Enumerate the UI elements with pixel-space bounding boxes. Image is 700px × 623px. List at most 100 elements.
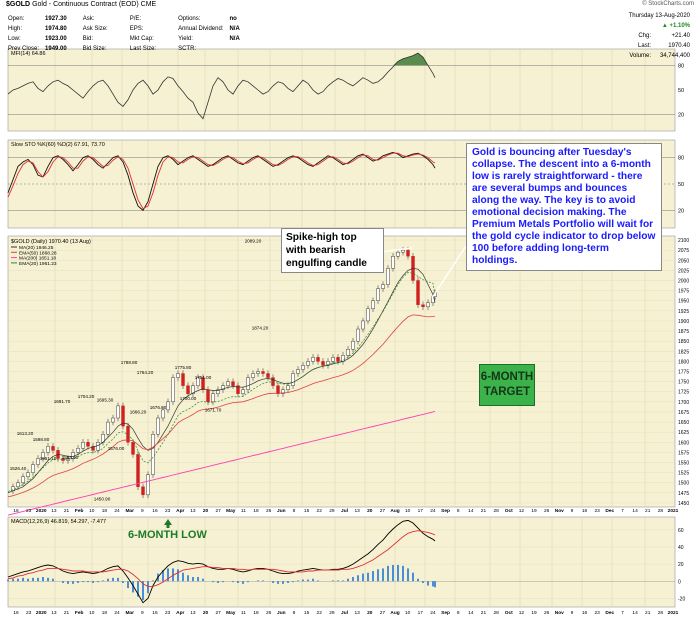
x-tick-label: 13 <box>51 610 57 616</box>
macd-histogram-bar <box>262 580 264 582</box>
candle-body <box>416 280 420 305</box>
macd-histogram-bar <box>242 581 244 584</box>
macd-histogram-bar <box>142 581 144 601</box>
x-tick-label: Jul <box>341 610 348 616</box>
x-tick-label: Aug <box>390 508 399 514</box>
x-tick-label: 13 <box>354 508 360 514</box>
quote-row: Low: 1923.00 Bid: Mkt Cap: Yield: N/A <box>8 36 240 42</box>
x-tick-label: Jun <box>277 508 286 514</box>
candle-body <box>201 377 205 390</box>
candle-body <box>131 442 135 455</box>
x-tick-label: 15 <box>304 508 310 514</box>
y-tick-label: 20 <box>678 562 684 568</box>
candle-body <box>136 454 140 487</box>
x-tick-label: 2020 <box>36 610 47 616</box>
candle-body <box>141 486 145 496</box>
candle-body <box>356 328 360 342</box>
x-tick-label: 21 <box>645 610 651 616</box>
price-data-label: 1576.00 <box>108 446 125 451</box>
macd-histogram-bar <box>422 581 424 583</box>
x-tick-label: 10 <box>405 508 411 514</box>
macd-histogram-bar <box>247 581 249 583</box>
x-tick-label: Nov <box>555 508 564 514</box>
price-data-label: 1554.00 <box>62 455 79 460</box>
source-credit: © StockCharts.com <box>642 1 694 7</box>
x-tick-label: 28 <box>658 610 664 616</box>
macd-histogram-bar <box>282 581 284 584</box>
macd-histogram-bar <box>222 581 224 583</box>
macd-histogram-bar <box>377 569 379 582</box>
signal-line <box>7 530 436 587</box>
x-tick-label: 13 <box>190 610 196 616</box>
candle-body <box>86 442 90 447</box>
y-tick-label: 1875 <box>678 329 689 335</box>
x-tick-label: May <box>226 610 236 616</box>
y-tick-label: 1725 <box>678 390 689 396</box>
x-tick-label: Jul <box>341 508 348 514</box>
macd-histogram-bar <box>382 568 384 582</box>
x-tick-label: 28 <box>493 508 499 514</box>
price-data-label: 2089.20 <box>245 238 262 243</box>
x-tick-label: Feb <box>75 508 84 514</box>
x-tick-label: 27 <box>380 508 386 514</box>
candle-body <box>376 288 380 301</box>
candle-body <box>106 421 110 435</box>
y-tick-label: 1900 <box>678 319 689 325</box>
macd-histogram-bar <box>47 577 49 582</box>
y-tick-label: 50 <box>678 182 684 188</box>
x-tick-label: 18 <box>102 508 108 514</box>
x-tick-label: 23 <box>26 610 32 616</box>
y-tick-label: 1750 <box>678 380 689 386</box>
y-tick-label: 2000 <box>678 278 689 284</box>
panel-mfi <box>7 48 676 132</box>
candle-body <box>26 472 30 477</box>
x-tick-label: 13 <box>190 508 196 514</box>
macd-histogram-bar <box>237 581 239 583</box>
change-pct: ▲ +1.10% <box>661 23 690 29</box>
x-tick-label: 8 <box>293 610 296 616</box>
macd-histogram-bar <box>197 577 199 582</box>
candle-body <box>291 373 295 386</box>
x-tick-label: 13 <box>51 508 57 514</box>
low-arrow-icon <box>164 519 172 525</box>
x-tick-label: 28 <box>493 610 499 616</box>
x-tick-label: 20 <box>367 610 373 616</box>
macd-histogram-bar <box>202 578 204 582</box>
price-data-label: 1751.00 <box>195 375 212 380</box>
macd-histogram-bar <box>112 577 114 582</box>
macd-histogram-bar <box>127 581 129 589</box>
x-tick-label: 2021 <box>668 508 679 514</box>
y-tick-label: 20 <box>678 113 684 119</box>
macd-histogram-bar <box>357 575 359 582</box>
price-data-label: 1671.70 <box>205 407 222 412</box>
x-tick-label: 10 <box>405 610 411 616</box>
x-tick-label: Dec <box>605 610 614 616</box>
legend-entry: MA(20) 1946.25 <box>19 245 54 251</box>
candle-body <box>396 251 400 257</box>
macd-histogram-bar <box>22 577 24 582</box>
x-tick-label: 24 <box>430 610 436 616</box>
candle-body <box>266 373 270 378</box>
x-tick-label: 9 <box>141 508 144 514</box>
x-tick-label: 26 <box>266 610 272 616</box>
x-tick-label: 9 <box>141 610 144 616</box>
panel-title: MFI(14) 64.86 <box>11 51 46 57</box>
x-tick-label: Aug <box>390 610 399 616</box>
macd-histogram-bar <box>407 568 409 582</box>
candle-body <box>286 385 290 390</box>
price-data-label: 1526.40 <box>10 466 27 471</box>
macd-histogram-bar <box>97 581 99 583</box>
macd-histogram-bar <box>317 580 319 582</box>
candle-body <box>306 361 310 366</box>
macd-histogram-bar <box>152 580 154 582</box>
x-tick-label: 16 <box>582 508 588 514</box>
panel-macd <box>7 516 676 608</box>
macd-histogram-bar <box>122 581 124 583</box>
legend-entry: EMA(50) 1868.28 <box>19 250 57 256</box>
macd-histogram-bar <box>77 581 79 583</box>
x-tick-label: Apr <box>176 508 184 514</box>
x-tick-label: 16 <box>13 610 19 616</box>
quote-row: Open: 1927.30 Ask: P/E: Options: no <box>8 16 237 22</box>
macd-histogram-bar <box>67 581 69 584</box>
candle-body <box>151 433 155 475</box>
